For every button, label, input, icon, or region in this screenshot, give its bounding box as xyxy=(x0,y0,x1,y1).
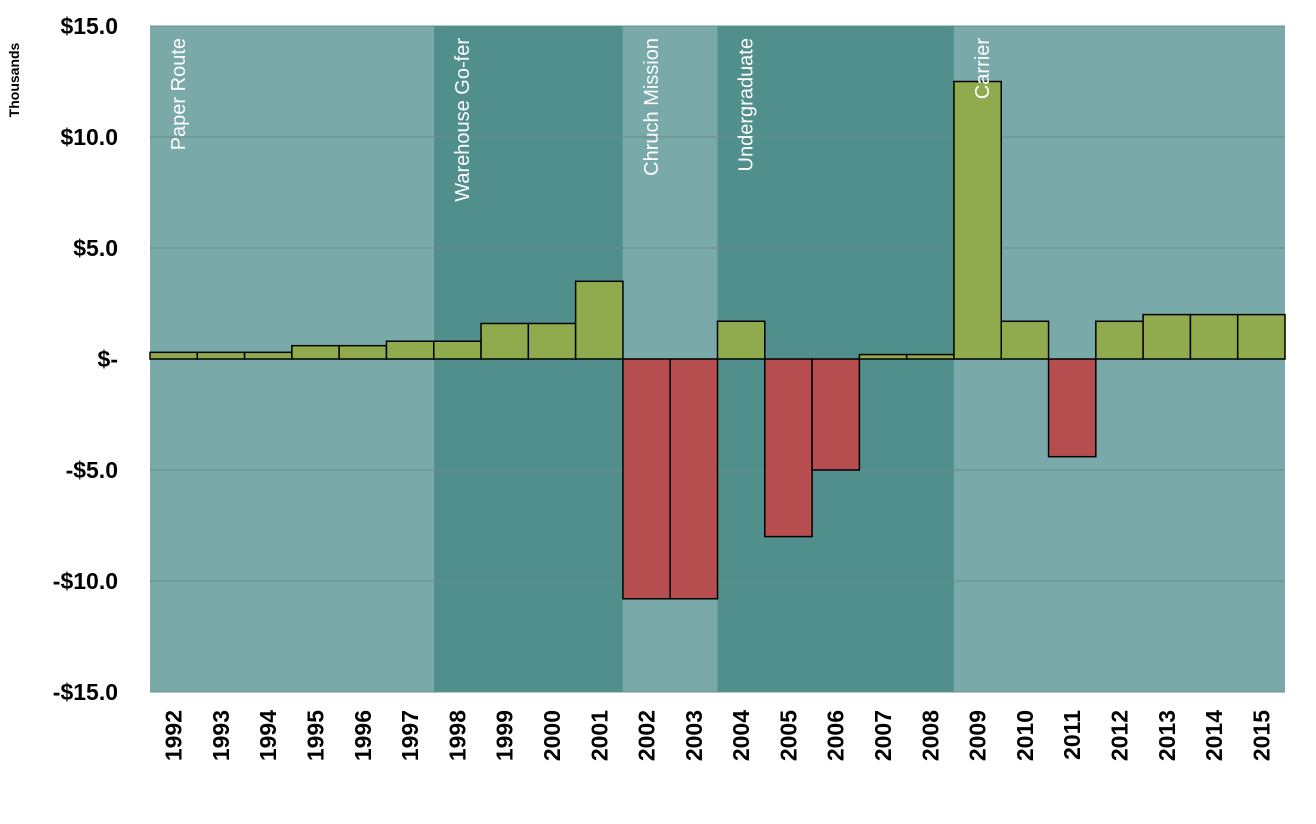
x-tick-label: 2006 xyxy=(823,710,849,761)
bar-2011 xyxy=(1047,358,1097,458)
bar-2006 xyxy=(811,358,861,471)
bar-2002 xyxy=(622,358,671,600)
bar-2012 xyxy=(1095,320,1144,360)
bar-1998 xyxy=(433,340,482,360)
bar-1995 xyxy=(291,344,340,360)
bar-2014 xyxy=(1189,313,1239,360)
x-tick-label: 1997 xyxy=(397,710,423,761)
x-tick-label: 2012 xyxy=(1106,710,1132,761)
x-tick-label: 1996 xyxy=(350,710,376,761)
bar-1993 xyxy=(196,351,246,360)
bar-1999 xyxy=(480,322,530,360)
y-tick-label: $5.0 xyxy=(73,235,118,261)
x-tick-label: 1992 xyxy=(161,710,187,761)
x-tick-label: 2013 xyxy=(1154,710,1180,761)
x-tick-label: 2004 xyxy=(728,710,754,761)
x-tick-label: 2014 xyxy=(1201,710,1227,761)
x-tick-label: 1995 xyxy=(303,710,329,761)
band-label: Paper Route xyxy=(168,38,190,150)
bar-1997 xyxy=(385,340,435,360)
bar-2008 xyxy=(905,353,955,360)
bar-1994 xyxy=(243,351,293,360)
bar-2000 xyxy=(527,322,577,360)
x-tick-label: 2009 xyxy=(965,710,991,761)
band-label: Carrier xyxy=(972,38,994,99)
y-tick-label: -$5.0 xyxy=(66,457,118,483)
y-axis-ticks: $15.0 $10.0 $5.0 $- -$5.0 -$10.0 -$15.0 xyxy=(53,13,118,705)
x-tick-label: 2002 xyxy=(634,710,660,761)
bar-1996 xyxy=(338,344,388,360)
x-tick-label: 2005 xyxy=(775,710,801,761)
x-tick-label: 2015 xyxy=(1248,710,1274,761)
bar-2003 xyxy=(669,358,719,600)
x-tick-label: 2008 xyxy=(917,710,943,761)
bar-2010 xyxy=(1000,320,1050,360)
bar-2001 xyxy=(574,280,624,360)
band-label: Warehouse Go-fer xyxy=(452,38,474,202)
x-tick-label: 2010 xyxy=(1012,710,1038,761)
bar-2009 xyxy=(953,80,1002,360)
bars xyxy=(149,80,1286,600)
bar-2004 xyxy=(716,320,766,360)
x-tick-label: 1994 xyxy=(255,710,281,761)
bar-2007 xyxy=(858,353,908,360)
x-tick-label: 2003 xyxy=(681,710,707,761)
bar-2005 xyxy=(764,358,813,538)
y-tick-label: $10.0 xyxy=(60,124,118,150)
y-axis-label: Thousands xyxy=(6,42,22,117)
band-label: Undergraduate xyxy=(736,38,758,171)
band-label: Chruch Mission xyxy=(641,38,663,176)
x-tick-label: 2007 xyxy=(870,710,896,761)
x-tick-label: 2000 xyxy=(539,710,565,761)
y-tick-label: $15.0 xyxy=(60,13,118,39)
y-tick-label: -$10.0 xyxy=(53,568,118,594)
y-tick-label: $- xyxy=(98,346,118,372)
x-tick-label: 2001 xyxy=(586,710,612,761)
x-tick-label: 1999 xyxy=(492,710,518,761)
x-tick-label: 2011 xyxy=(1059,710,1085,760)
y-tick-label: -$15.0 xyxy=(53,679,118,705)
band-labels: Paper Route Warehouse Go-fer Chruch Missio… xyxy=(168,38,994,202)
bar-2013 xyxy=(1142,313,1192,360)
x-axis-ticks: 1992 1993 1994 1995 1996 1997 1998 1999 2000 2001… xyxy=(161,710,1275,761)
x-tick-label: 1993 xyxy=(208,710,234,761)
bar-2015 xyxy=(1236,313,1286,360)
x-tick-label: 1998 xyxy=(444,710,470,761)
bar-1992 xyxy=(149,351,199,360)
